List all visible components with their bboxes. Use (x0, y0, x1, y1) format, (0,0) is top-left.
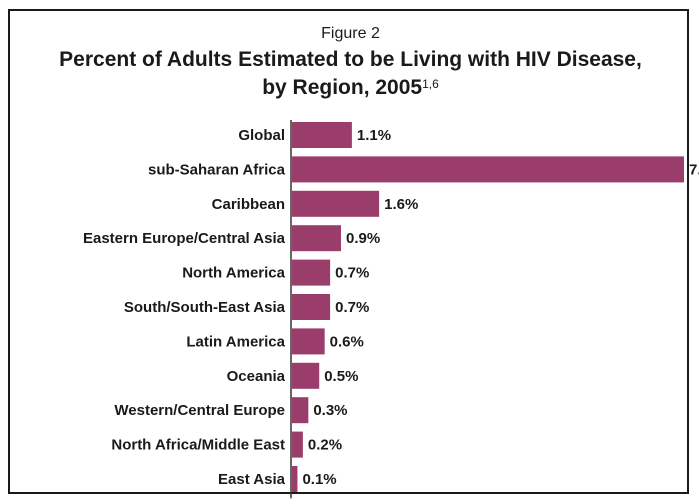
data-label: 0.3% (313, 402, 347, 419)
category-label: Western/Central Europe (114, 402, 285, 419)
chart-title: Percent of Adults Estimated to be Living… (10, 47, 691, 100)
bar (292, 259, 331, 286)
category-label: North Africa/Middle East (111, 437, 285, 454)
bar (292, 190, 380, 217)
bar (292, 431, 303, 458)
bar (292, 294, 331, 320)
category-label: Caribbean (212, 196, 285, 213)
figure-frame: Figure 2 Percent of Adults Estimated to … (8, 9, 689, 494)
data-label: 0.1% (302, 471, 336, 488)
bar (292, 225, 341, 252)
category-label: Eastern Europe/Central Asia (83, 230, 286, 247)
data-label: 7.2% (689, 161, 699, 178)
category-label: Global (238, 127, 285, 144)
category-label: Latin America (186, 333, 285, 350)
bar (292, 466, 298, 492)
category-label: East Asia (218, 471, 286, 488)
title-line-2: by Region, 2005 (262, 76, 423, 99)
data-label: 0.7% (335, 299, 369, 316)
category-label: North America (182, 265, 285, 282)
bar (292, 122, 352, 148)
data-label: 0.2% (308, 437, 342, 454)
data-label: 0.7% (335, 265, 369, 282)
title-superscript: 1,6 (422, 77, 439, 91)
category-label: Oceania (227, 368, 286, 385)
data-label: 1.6% (384, 196, 418, 213)
bar (292, 397, 309, 424)
bar (292, 362, 320, 389)
data-label: 0.9% (346, 230, 380, 247)
data-label: 0.5% (324, 368, 358, 385)
data-label: 1.1% (357, 127, 391, 144)
data-label: 0.6% (330, 333, 364, 350)
bar (292, 328, 325, 355)
bar (292, 156, 684, 183)
category-label: sub-Saharan Africa (148, 161, 286, 178)
figure-label: Figure 2 (321, 25, 380, 42)
title-line-1: Percent of Adults Estimated to be Living… (59, 48, 642, 71)
category-label: South/South-East Asia (124, 299, 286, 316)
